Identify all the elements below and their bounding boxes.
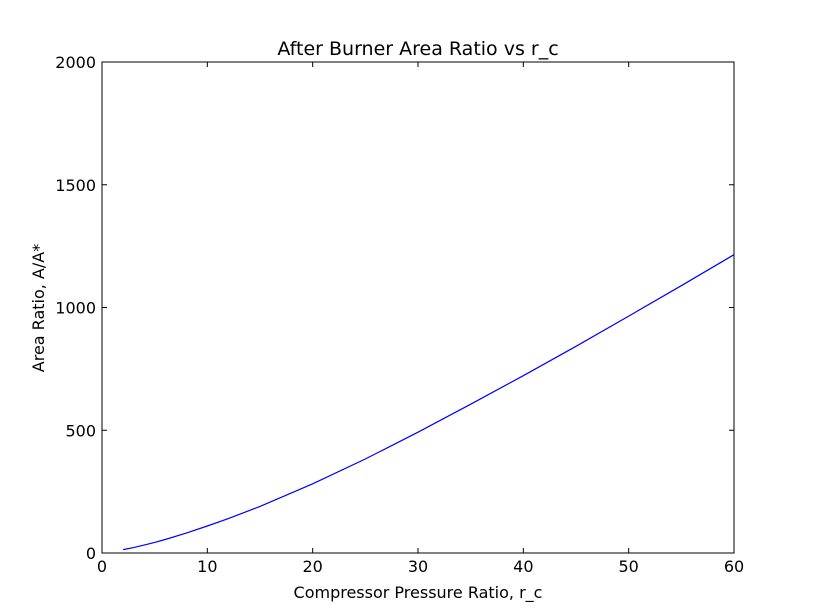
x-tick-label: 60: [724, 557, 744, 576]
x-tick-label: 50: [618, 557, 638, 576]
y-tick-label: 500: [65, 421, 96, 440]
y-tick-label: 2000: [55, 53, 96, 72]
y-axis-label: Area Ratio, A/A*: [29, 244, 48, 372]
x-axis: 0 10 20 30 40 50 60: [97, 62, 744, 576]
plot-area: [101, 61, 735, 554]
y-tick-label: 0: [86, 544, 96, 563]
x-tick-label: 10: [197, 557, 217, 576]
x-tick-label: 0: [97, 557, 107, 576]
y-tick-label: 1000: [55, 299, 96, 318]
series-line: [122, 254, 735, 551]
y-tick-label: 1500: [55, 176, 96, 195]
y-axis: 0 500 1000 1500 2000: [55, 53, 734, 563]
chart-title: After Burner Area Ratio vs r_c: [277, 38, 558, 60]
x-tick-label: 30: [408, 557, 428, 576]
x-tick-label: 40: [513, 557, 533, 576]
x-tick-label: 20: [302, 557, 322, 576]
x-axis-label: Compressor Pressure Ratio, r_c: [294, 583, 543, 603]
